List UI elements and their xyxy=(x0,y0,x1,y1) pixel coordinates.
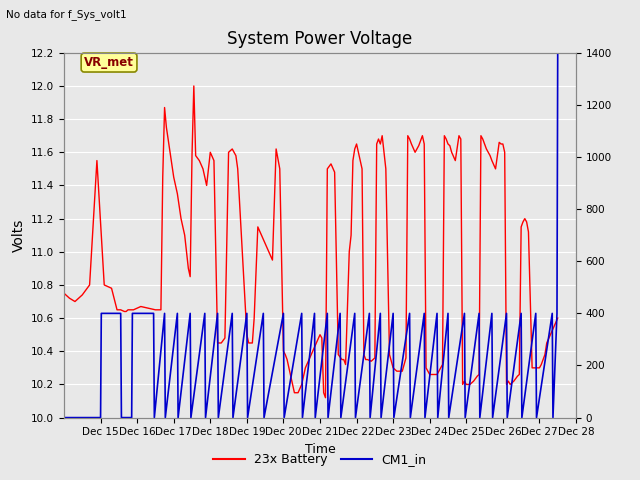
CM1_in xyxy=(366,415,374,420)
CM1_in xyxy=(201,311,209,316)
23x Battery xyxy=(190,83,198,89)
CM1_in xyxy=(549,415,557,420)
23x Battery xyxy=(60,290,68,296)
Y-axis label: Volts: Volts xyxy=(12,218,26,252)
23x Battery xyxy=(554,315,561,321)
Title: System Power Voltage: System Power Voltage xyxy=(227,30,413,48)
CM1_in xyxy=(365,311,373,316)
Text: VR_met: VR_met xyxy=(84,56,134,69)
23x Battery xyxy=(144,305,152,311)
23x Battery xyxy=(455,133,463,139)
X-axis label: Time: Time xyxy=(305,443,335,456)
CM1_in xyxy=(554,50,561,56)
CM1_in xyxy=(187,415,195,420)
23x Battery xyxy=(133,305,141,311)
23x Battery xyxy=(188,153,196,158)
Line: 23x Battery: 23x Battery xyxy=(64,86,557,398)
CM1_in xyxy=(517,311,525,316)
23x Battery xyxy=(243,332,251,337)
23x Battery xyxy=(320,390,328,396)
CM1_in xyxy=(60,415,68,420)
23x Battery xyxy=(322,395,330,401)
Text: No data for f_Sys_volt1: No data for f_Sys_volt1 xyxy=(6,9,127,20)
Line: CM1_in: CM1_in xyxy=(64,53,557,418)
Legend: 23x Battery, CM1_in: 23x Battery, CM1_in xyxy=(208,448,432,471)
